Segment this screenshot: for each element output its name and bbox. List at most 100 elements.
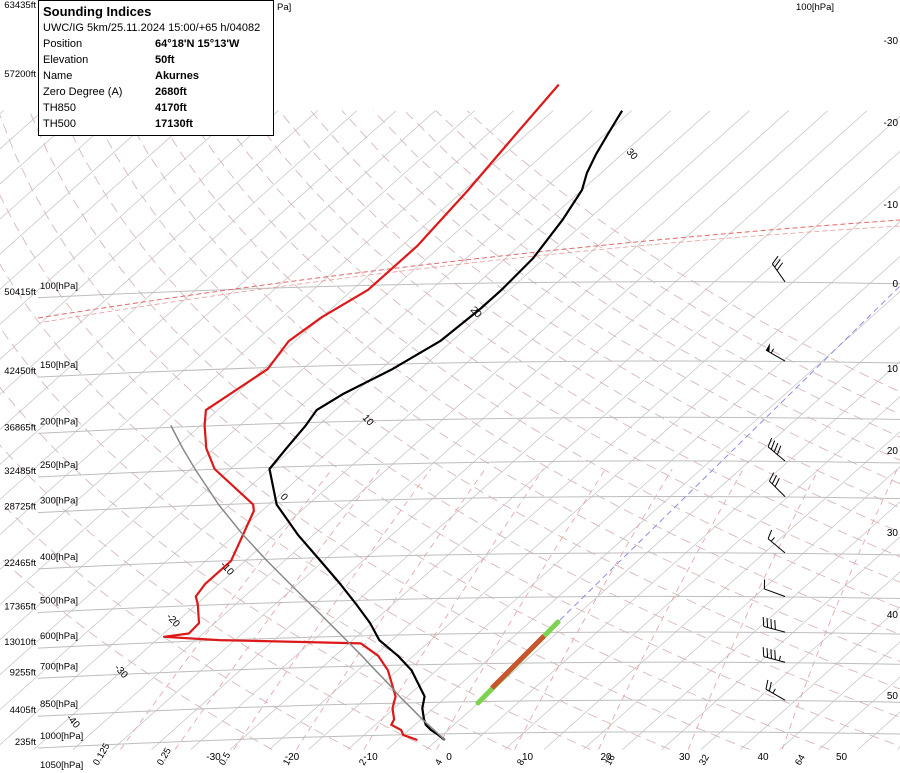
mixing-ratio-line: [436, 468, 606, 750]
isotherm-line: [269, 185, 900, 750]
isobar-line: [37, 495, 900, 514]
isotherm-line: [543, 431, 900, 750]
mixing-ratio-line: [363, 468, 544, 750]
wind-barb-tick: [762, 647, 765, 657]
isotherm-label: -30: [112, 663, 130, 681]
right-temperature-label: -20: [884, 118, 899, 129]
isotherm-line: [0, 110, 711, 746]
temperature-tick-label: 40: [757, 752, 769, 763]
isobar-hpa-label: 850[hPa]: [40, 699, 78, 710]
isotherm-line: [583, 466, 900, 750]
isobar-hpa-label: 100[hPa]: [40, 281, 78, 292]
mixing-ratio-line: [687, 468, 820, 750]
wind-barb-tick: [765, 679, 769, 690]
wind-barb-tick: [776, 262, 784, 271]
dry-adiabat: [404, 110, 900, 438]
wind-barb-tick: [771, 475, 777, 485]
isobar-hpa-label: 250[hPa]: [40, 460, 78, 471]
isotherm-line: [151, 110, 868, 750]
zero-line-upper: [43, 225, 900, 323]
wind-barb-tick: [774, 478, 780, 487]
mixing-ratio-line: [296, 468, 486, 750]
right-temperature-label: 10: [887, 364, 899, 375]
dry-adiabat: [279, 110, 900, 533]
isotherm-line: [0, 110, 554, 606]
wind-barb-tick: [773, 442, 779, 453]
isotherm-line: [347, 255, 900, 750]
mixing-ratio-line: [233, 468, 432, 750]
isotherm-line: [426, 326, 900, 750]
isobar-hpa-label: 300[hPa]: [40, 496, 78, 507]
row-th850: TH850 4170ft: [43, 100, 269, 116]
isobar-line: [37, 631, 900, 649]
mixing-ratio-label: 2: [357, 757, 369, 767]
wind-barb-tick: [768, 681, 772, 692]
dry-adiabat: [372, 110, 900, 461]
dry-adiabat: [60, 110, 900, 718]
row-key: Name: [43, 70, 73, 82]
wind-barb: [765, 343, 786, 362]
row-value: Akurnes: [155, 70, 200, 82]
isotherm-line: [0, 110, 436, 500]
wind-barb-half: [778, 655, 781, 661]
isotherm-line: [308, 220, 900, 750]
isotherm-line: [622, 501, 900, 750]
altitude-label: 235ft: [15, 737, 36, 748]
dry-adiabat: [185, 110, 900, 609]
wind-barb-staff: [763, 656, 786, 663]
temperature-tick-label: 20: [600, 752, 612, 763]
mixing-ratio-label: 4: [433, 757, 445, 767]
altitude-label: 22465ft: [4, 558, 36, 569]
isotherm-label: -20: [164, 612, 182, 630]
dry-adiabat: [435, 110, 900, 415]
isobar-hpa-label: Pa]: [277, 2, 291, 13]
series-parcel-line: [170, 425, 446, 741]
series-temperature-line: [268, 110, 624, 741]
wind-barb-tick: [768, 472, 775, 482]
wind-barb-staff: [767, 446, 786, 462]
right-temperature-label: 20: [887, 446, 899, 457]
wind-barb-half: [770, 348, 775, 354]
isotherm-line: [112, 110, 829, 750]
wind-barb-tick: [776, 445, 782, 455]
dry-adiabat: [341, 110, 900, 485]
dry-adiabat: [0, 386, 512, 750]
isobar-hpa-label: 100[hPa]: [796, 2, 834, 13]
wind-barb-tick: [770, 440, 776, 450]
altitude-label: 13010ft: [4, 637, 36, 648]
row-zero-degree: Zero Degree (A) 2680ft: [43, 84, 269, 100]
temperature-tick-label: 30: [679, 752, 691, 763]
wind-barb-staff: [767, 538, 786, 554]
wind-barb: [762, 647, 786, 663]
mixing-ratio-label: 16: [603, 753, 618, 768]
right-temperature-label: 0: [892, 279, 898, 290]
altitude-label: 4405ft: [10, 705, 37, 716]
isotherm-line: [661, 536, 900, 750]
isotherm-line: [0, 110, 632, 676]
isotherm-line: [33, 110, 750, 750]
isobar-hpa-label: 150[hPa]: [40, 360, 78, 371]
altitude-label: 17365ft: [4, 601, 36, 612]
row-key: TH850: [43, 102, 77, 114]
isobar-line: [37, 552, 900, 570]
wind-barb: [767, 437, 786, 462]
isobar-hpa-label: 500[hPa]: [40, 595, 78, 606]
altitude-label: 28725ft: [4, 502, 36, 513]
isotherm-line: [0, 110, 240, 325]
isotherm-line: [779, 641, 900, 750]
isobar-line: [37, 595, 900, 613]
temperature-tick-label: 0: [446, 752, 452, 763]
dry-adiabat: [0, 557, 273, 750]
isotherm-label: -40: [64, 713, 82, 731]
wind-barbs: [762, 255, 786, 701]
altitude-label: 42450ft: [4, 366, 36, 377]
mixing-ratio-label: 64: [793, 753, 808, 768]
wind-barb-tick: [771, 255, 779, 265]
isobar-line: [37, 360, 900, 378]
altitude-label: 63435ft: [4, 0, 36, 11]
wind-barb-tick: [762, 616, 765, 627]
right-temperature-label: 50: [887, 691, 899, 702]
wind-barb-staff: [765, 349, 786, 362]
isotherm-line: [72, 110, 789, 750]
isotherm-line: [0, 110, 358, 430]
